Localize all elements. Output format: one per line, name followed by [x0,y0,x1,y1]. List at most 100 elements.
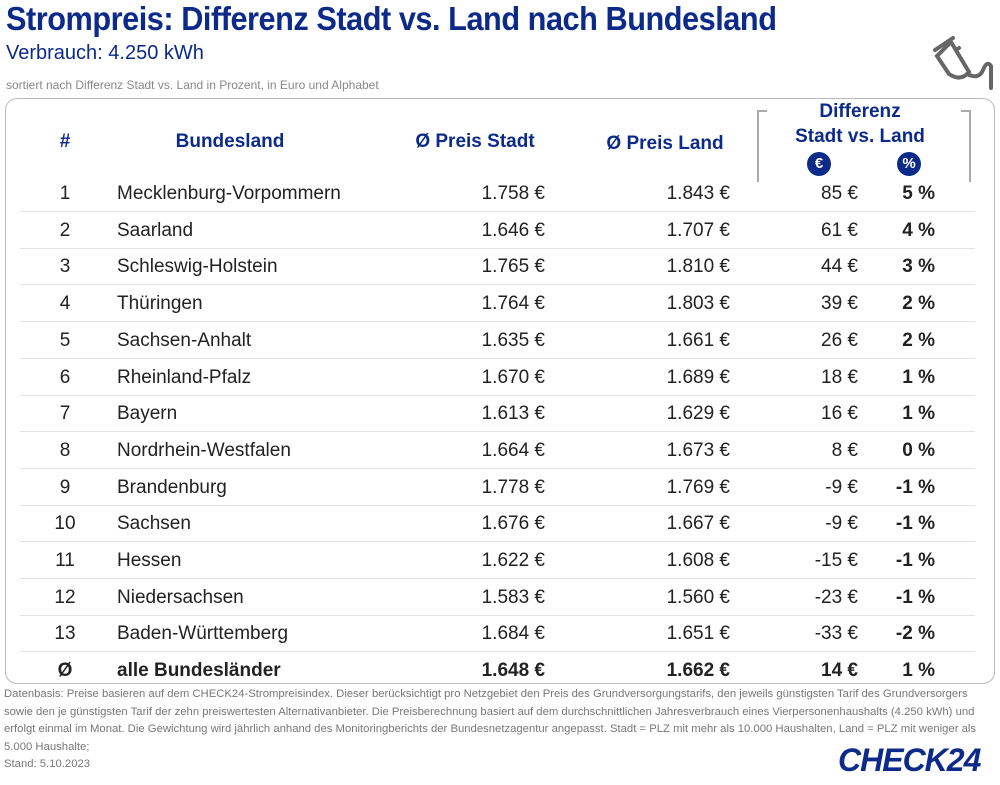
stand-date: Stand: 5.10.2023 [4,758,91,770]
cell-diff-euro: 61 € [821,219,858,241]
cell-state: Niedersachsen [117,586,244,608]
header-diff-sub: Stadt vs. Land [795,126,925,147]
page-title: Strompreis: Differenz Stadt vs. Land nac… [6,0,777,37]
check24-logo: CHECK24 [838,742,981,778]
cell-num: 12 [54,586,76,608]
cell-rural-price: 1.689 € [666,366,730,388]
table-row: 4 Thüringen 1.764 € 1.803 € 39 € 2 % [20,285,975,323]
cell-state: Baden-Württemberg [117,623,289,645]
cell-diff-percent: -2 % [895,623,935,645]
table-row: 2 Saarland 1.646 € 1.707 € 61 € 4 % [20,212,975,249]
table-row: 3 Schleswig-Holstein 1.765 € 1.810 € 44 € 3 % [20,248,975,286]
cell-rural-price: 1.662 € [666,660,730,682]
cell-num: 7 [59,403,71,425]
footnote-text: Datenbasis: Preise basieren auf dem CHEC… [4,688,977,753]
cell-rural-price: 1.810 € [666,256,730,278]
table-row: 10 Sachsen 1.676 € 1.667 € -9 € -1 % [20,505,975,543]
cell-num: 11 [55,550,75,571]
header-rural: Ø Preis Land [606,133,724,154]
cell-state: Brandenburg [117,476,227,498]
cell-num: 1 [59,183,71,204]
cell-num: Ø [57,660,73,682]
table-row: 11 Hessen 1.622 € 1.608 € -15 € -1 % [20,542,975,579]
table-row: 6 Rheinland-Pfalz 1.670 € 1.689 € 18 € 1 % [20,359,975,396]
cell-num: 6 [59,366,71,388]
percent-icon: % [897,152,921,176]
cell-num: 13 [54,623,76,645]
cell-diff-percent: 1 % [902,366,935,388]
cell-diff-percent: -1 % [895,550,935,571]
cell-city-price: 1.765 € [481,256,545,278]
cell-rural-price: 1.769 € [666,476,730,498]
table-row: 13 Baden-Württemberg 1.684 € 1.651 € -33 € -2… [20,615,975,653]
cell-city-price: 1.622 € [481,550,545,571]
cell-diff-percent: 1 % [902,660,935,682]
cell-state: Mecklenburg-Vorpommern [117,183,341,204]
cell-rural-price: 1.608 € [666,550,730,571]
cell-state: Nordrhein-Westfalen [117,439,291,461]
header-state: Bundesland [175,131,285,152]
cell-num: 8 [59,439,71,461]
cell-city-price: 1.613 € [481,403,545,425]
cell-diff-percent: 1 % [902,403,935,425]
cell-diff-percent: -1 % [895,513,935,535]
cell-num: 9 [59,476,71,498]
cell-state: Bayern [117,403,178,425]
cell-num: 10 [54,513,76,535]
cell-city-price: 1.670 € [481,366,545,388]
cell-num: 3 [59,256,71,278]
cell-diff-euro: 18 € [821,366,858,388]
cell-state: Sachsen [117,513,191,535]
cell-city-price: 1.684 € [481,623,545,645]
table-row: 7 Bayern 1.613 € 1.629 € 16 € 1 % [20,395,975,433]
cell-state: Schleswig-Holstein [117,256,278,278]
cell-diff-euro: 44 € [821,256,858,278]
cell-diff-percent: 5 % [902,183,935,204]
cell-city-price: 1.664 € [481,439,545,461]
cell-city-price: 1.635 € [481,329,545,351]
cell-state: Thüringen [117,293,203,315]
cell-diff-percent: 2 % [902,329,935,351]
cell-diff-euro: -9 € [825,513,858,535]
subtitle: Verbrauch: 4.250 kWh [6,42,204,64]
cell-state: Hessen [117,550,182,571]
footnote: Datenbasis: Preise basieren auf dem CHEC… [4,686,994,774]
cell-diff-euro: -9 € [825,476,858,498]
euro-icon: € [807,152,831,176]
cell-diff-percent: 3 % [902,256,935,278]
header-city: Ø Preis Stadt [415,131,535,152]
cell-diff-euro: 26 € [821,329,858,351]
header-diff: Differenz [819,101,901,122]
cell-rural-price: 1.843 € [666,183,730,204]
header-num: # [59,131,71,152]
cell-diff-percent: -1 % [895,586,935,608]
cell-state: Sachsen-Anhalt [117,329,252,351]
cell-rural-price: 1.667 € [666,513,730,535]
table-row: 1 Mecklenburg-Vorpommern 1.758 € 1.843 € 85 … [20,175,975,212]
cell-diff-euro: -23 € [814,586,858,608]
cell-diff-euro: -33 € [814,623,858,645]
table-row: 8 Nordrhein-Westfalen 1.664 € 1.673 € 8 € 0 % [20,432,975,469]
cell-state: Rheinland-Pfalz [117,366,252,388]
cell-city-price: 1.676 € [481,513,545,535]
cell-num: 4 [59,293,71,315]
cell-rural-price: 1.651 € [666,623,730,645]
diff-bracket [757,110,971,182]
cell-diff-percent: -1 % [895,476,935,498]
cell-state: Saarland [117,219,194,241]
cell-diff-percent: 2 % [902,293,935,315]
cell-city-price: 1.646 € [481,219,545,241]
cell-diff-euro: 16 € [821,403,858,425]
cell-city-price: 1.648 € [481,660,545,682]
sort-note: sortiert nach Differenz Stadt vs. Land i… [6,78,379,92]
cell-diff-euro: 85 € [821,183,858,204]
table-row: 9 Brandenburg 1.778 € 1.769 € -9 € -1 % [20,469,975,506]
price-table [5,98,995,684]
plug-icon [933,36,993,90]
cell-num: 2 [59,219,71,241]
cell-rural-price: 1.661 € [666,329,730,351]
table-row: 12 Niedersachsen 1.583 € 1.560 € -23 € -1 % [20,579,975,616]
table-row: 5 Sachsen-Anhalt 1.635 € 1.661 € 26 € 2 % [20,322,975,359]
cell-rural-price: 1.803 € [666,293,730,315]
